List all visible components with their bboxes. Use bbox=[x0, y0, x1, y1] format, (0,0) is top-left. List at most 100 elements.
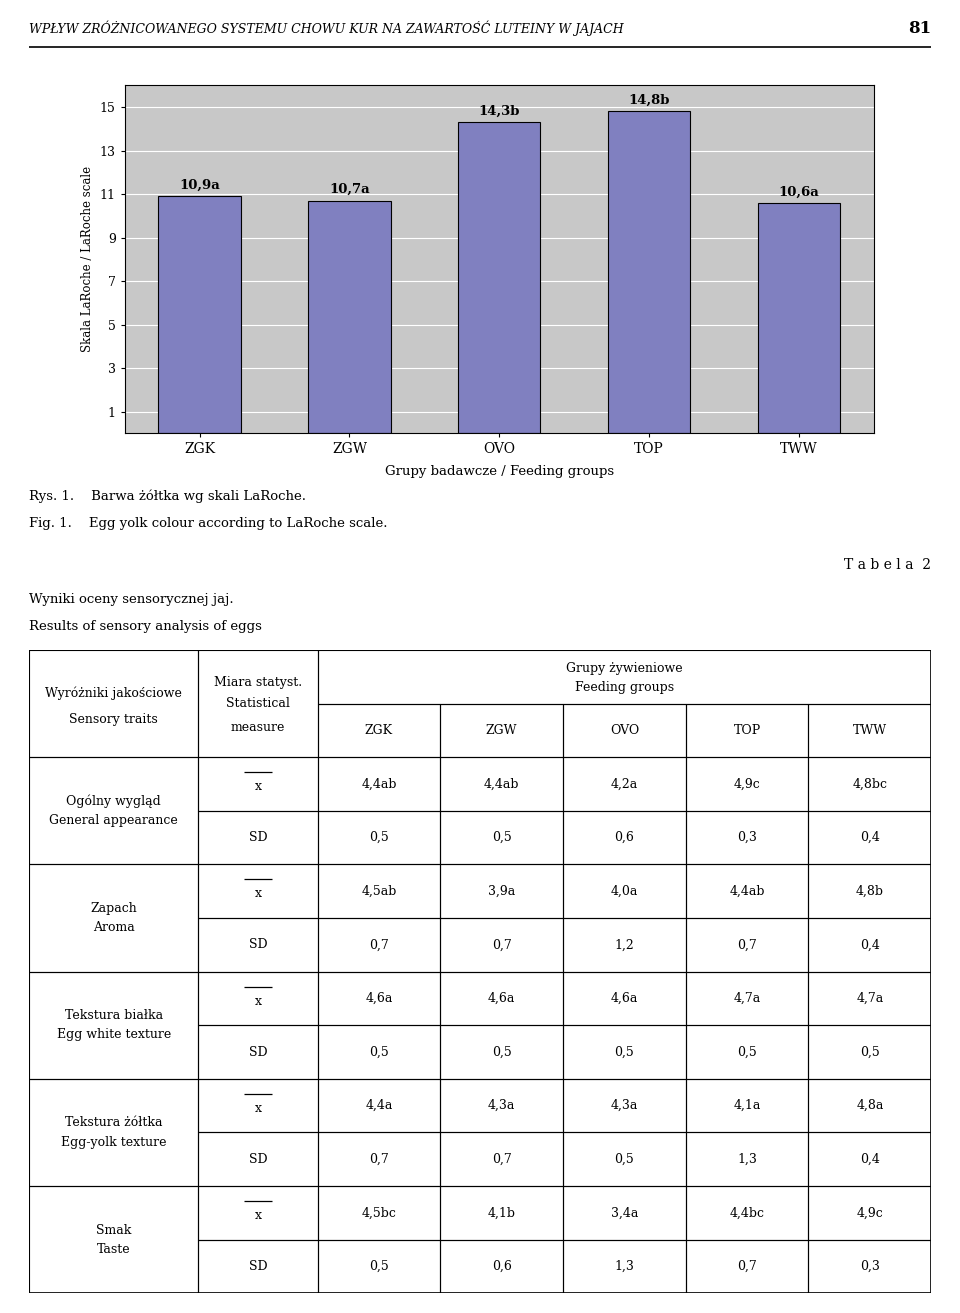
Bar bbox=[199, 972, 318, 1025]
Bar bbox=[29, 1079, 199, 1186]
Text: Grupy żywieniowe: Grupy żywieniowe bbox=[566, 662, 683, 675]
Bar bbox=[441, 918, 563, 972]
Bar bbox=[29, 1186, 199, 1293]
Text: 0,5: 0,5 bbox=[369, 1045, 389, 1058]
Text: 14,3b: 14,3b bbox=[478, 105, 520, 118]
Bar bbox=[199, 1186, 318, 1239]
Text: 1,2: 1,2 bbox=[614, 939, 635, 952]
Text: 4,9c: 4,9c bbox=[733, 777, 760, 790]
Bar bbox=[441, 1186, 563, 1239]
Bar bbox=[685, 1132, 808, 1186]
Text: Tekstura białka: Tekstura białka bbox=[64, 1010, 162, 1022]
Text: ZGW: ZGW bbox=[486, 723, 517, 737]
Bar bbox=[199, 1132, 318, 1186]
Text: 10,6a: 10,6a bbox=[779, 185, 819, 198]
Bar bbox=[318, 650, 931, 704]
Text: measure: measure bbox=[230, 721, 285, 734]
Text: 4,6a: 4,6a bbox=[611, 991, 638, 1004]
Text: TWW: TWW bbox=[852, 723, 887, 737]
Text: 3,4a: 3,4a bbox=[611, 1207, 638, 1220]
Text: SD: SD bbox=[249, 1153, 267, 1166]
Text: Wyróżniki jakościowe: Wyróżniki jakościowe bbox=[45, 687, 182, 700]
Text: 4,7a: 4,7a bbox=[856, 991, 883, 1004]
Bar bbox=[308, 201, 391, 433]
Bar bbox=[685, 758, 808, 810]
Text: 81: 81 bbox=[908, 20, 931, 37]
Text: 4,1a: 4,1a bbox=[733, 1099, 760, 1112]
Text: Feeding groups: Feeding groups bbox=[575, 681, 674, 695]
Bar bbox=[441, 972, 563, 1025]
Text: 0,5: 0,5 bbox=[614, 1153, 635, 1166]
Bar bbox=[685, 1186, 808, 1239]
Text: SD: SD bbox=[249, 831, 267, 844]
Text: ZGK: ZGK bbox=[365, 723, 393, 737]
Bar bbox=[318, 864, 441, 918]
Text: 0,3: 0,3 bbox=[860, 1260, 879, 1274]
Bar bbox=[563, 972, 685, 1025]
Bar bbox=[808, 1132, 931, 1186]
Bar bbox=[685, 1239, 808, 1293]
Bar bbox=[757, 202, 840, 433]
Bar bbox=[29, 972, 199, 1079]
Text: 4,9c: 4,9c bbox=[856, 1207, 883, 1220]
Bar bbox=[318, 1186, 441, 1239]
Text: x: x bbox=[254, 888, 261, 901]
Text: 0,7: 0,7 bbox=[737, 939, 757, 952]
Bar bbox=[199, 650, 318, 758]
Bar bbox=[318, 918, 441, 972]
Bar bbox=[441, 1239, 563, 1293]
Text: Tekstura żółtka: Tekstura żółtka bbox=[65, 1116, 162, 1129]
Text: 0,3: 0,3 bbox=[737, 831, 757, 844]
Text: 0,5: 0,5 bbox=[492, 1045, 512, 1058]
Bar bbox=[563, 864, 685, 918]
Bar bbox=[318, 1079, 441, 1132]
Text: 4,4ab: 4,4ab bbox=[484, 777, 519, 790]
Text: 0,5: 0,5 bbox=[860, 1045, 879, 1058]
Text: Aroma: Aroma bbox=[93, 922, 134, 934]
Text: 4,8bc: 4,8bc bbox=[852, 777, 887, 790]
Text: General appearance: General appearance bbox=[49, 814, 178, 827]
Text: 0,6: 0,6 bbox=[492, 1260, 512, 1274]
Text: Zapach: Zapach bbox=[90, 902, 137, 915]
Bar bbox=[563, 810, 685, 864]
Text: 1,3: 1,3 bbox=[737, 1153, 757, 1166]
Bar bbox=[808, 1025, 931, 1079]
Bar bbox=[808, 864, 931, 918]
Text: Taste: Taste bbox=[97, 1243, 131, 1255]
Bar bbox=[441, 1079, 563, 1132]
Bar bbox=[685, 1025, 808, 1079]
X-axis label: Grupy badawcze / Feeding groups: Grupy badawcze / Feeding groups bbox=[385, 465, 613, 478]
Text: 14,8b: 14,8b bbox=[628, 95, 670, 108]
Bar bbox=[808, 1079, 931, 1132]
Bar bbox=[318, 810, 441, 864]
Y-axis label: Skala LaRoche / LaRoche scale: Skala LaRoche / LaRoche scale bbox=[82, 167, 94, 352]
Bar bbox=[808, 810, 931, 864]
Text: 10,7a: 10,7a bbox=[329, 184, 370, 196]
Text: OVO: OVO bbox=[610, 723, 639, 737]
Text: 4,4ab: 4,4ab bbox=[361, 777, 396, 790]
Bar bbox=[29, 758, 199, 864]
Text: 0,7: 0,7 bbox=[369, 1153, 389, 1166]
Bar bbox=[199, 864, 318, 918]
Bar bbox=[563, 1186, 685, 1239]
Bar bbox=[441, 704, 563, 758]
Bar bbox=[199, 1079, 318, 1132]
Bar bbox=[808, 918, 931, 972]
Bar bbox=[318, 1025, 441, 1079]
Bar bbox=[318, 704, 441, 758]
Text: 4,1b: 4,1b bbox=[488, 1207, 516, 1220]
Text: x: x bbox=[254, 780, 261, 793]
Bar bbox=[158, 196, 241, 433]
Text: 4,6a: 4,6a bbox=[365, 991, 393, 1004]
Text: 1,3: 1,3 bbox=[614, 1260, 635, 1274]
Text: Smak: Smak bbox=[96, 1224, 132, 1237]
Bar bbox=[808, 972, 931, 1025]
Text: x: x bbox=[254, 1102, 261, 1115]
Text: 0,5: 0,5 bbox=[369, 831, 389, 844]
Text: Sensory traits: Sensory traits bbox=[69, 713, 158, 726]
Text: Wyniki oceny sensorycznej jaj.: Wyniki oceny sensorycznej jaj. bbox=[29, 593, 233, 607]
Bar bbox=[685, 864, 808, 918]
Text: 4,7a: 4,7a bbox=[733, 991, 760, 1004]
Text: 4,5bc: 4,5bc bbox=[362, 1207, 396, 1220]
Text: 4,4a: 4,4a bbox=[365, 1099, 393, 1112]
